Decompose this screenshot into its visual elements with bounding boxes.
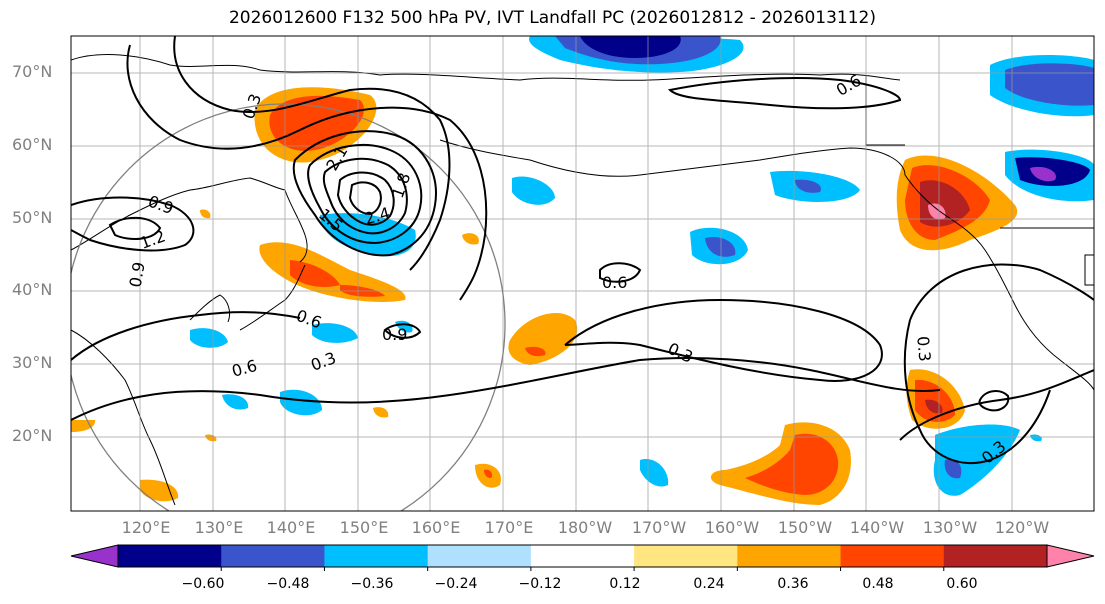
colorbar-segment (634, 545, 738, 567)
lon-label: 130°W (922, 518, 978, 537)
lon-label: 180°W (557, 518, 613, 537)
colorbar-segment (530, 545, 635, 567)
colorbar-tick-label: −0.48 (266, 576, 310, 592)
landfall-region-circle (71, 103, 506, 511)
colorbar-segment (221, 545, 325, 567)
map-frame (70, 35, 1095, 512)
lon-label: 160°W (704, 518, 760, 537)
lat-label: 60°N (12, 135, 53, 154)
lon-label: 120°E (121, 518, 171, 537)
colorbar-tick-label: −0.12 (518, 576, 562, 592)
lon-label: 160°E (411, 518, 461, 537)
lon-label: 130°E (194, 518, 244, 537)
colorbar-min-extension (70, 544, 119, 568)
colorbar-tick-label: −0.36 (350, 576, 394, 592)
lon-label: 120°W (994, 518, 1050, 537)
colorbar-segment (840, 545, 945, 567)
colorbar-max-extension (1046, 544, 1095, 568)
pv-contours (71, 36, 1094, 465)
pos-blob-japan (259, 242, 406, 302)
lat-label: 20°N (12, 426, 53, 445)
neg-blob-kuril (320, 213, 416, 257)
lon-label: 140°E (266, 518, 316, 537)
lon-label: 150°W (777, 518, 833, 537)
colorbar-segment (737, 545, 842, 567)
colorbar-tick-label: −0.60 (181, 576, 225, 592)
lon-label: 170°W (631, 518, 687, 537)
contour-label: 0.3 (913, 335, 934, 362)
map-title: 2026012600 F132 500 hPa PV, IVT Landfall… (228, 8, 876, 28)
contour-label: 0.6 (602, 273, 627, 292)
colorbar-tick-label: −0.24 (434, 576, 478, 592)
lon-label: 170°E (484, 518, 534, 537)
coastlines (71, 54, 1094, 506)
lon-label: 150°E (339, 518, 389, 537)
colorbar-tick-label: 0.36 (777, 576, 809, 592)
lat-label: 70°N (12, 62, 53, 81)
lat-label: 40°N (12, 280, 53, 299)
colorbar-segment (427, 545, 532, 567)
lon-label: 140°W (849, 518, 905, 537)
contour-label: 0.9 (126, 260, 149, 288)
contour-label: 0.9 (382, 325, 407, 344)
lat-label: 50°N (12, 208, 53, 227)
colorbar-tick-label: 0.60 (946, 576, 978, 592)
colorbar-tick-label: 0.48 (862, 576, 894, 592)
map-background (71, 36, 1094, 511)
colorbar-tick-label: 0.12 (609, 576, 641, 592)
colorbar-segment (324, 545, 429, 567)
colorbar-segment (118, 545, 222, 567)
colorbar-tick-label: 0.24 (693, 576, 725, 592)
colorbar-segment (943, 545, 1048, 567)
lat-label: 30°N (12, 353, 53, 372)
colorbar (70, 544, 1095, 571)
colorbar-border (117, 544, 1048, 568)
